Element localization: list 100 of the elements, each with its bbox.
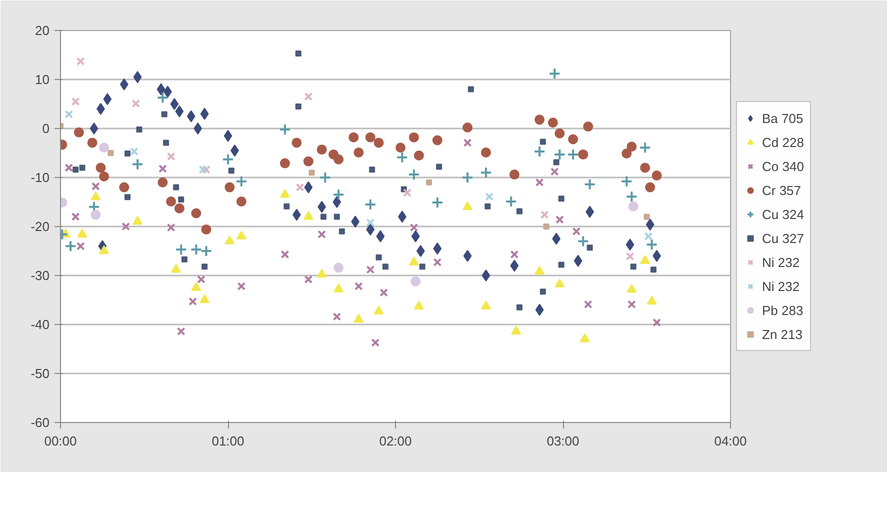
- point: [176, 327, 186, 336]
- point: [197, 275, 206, 284]
- point: [555, 215, 564, 224]
- point: [188, 297, 198, 306]
- point: [410, 276, 421, 286]
- point: [119, 182, 130, 192]
- point: [572, 227, 581, 236]
- point: [510, 250, 519, 259]
- point: [354, 148, 364, 158]
- point: [132, 99, 140, 108]
- point: [198, 165, 208, 174]
- point: [626, 284, 637, 293]
- point: [628, 201, 638, 212]
- point: [284, 203, 290, 210]
- point: [554, 128, 565, 138]
- point: [374, 306, 384, 314]
- point: [580, 334, 590, 342]
- point: [235, 175, 248, 188]
- point: [304, 181, 313, 194]
- point: [280, 250, 290, 259]
- point: [578, 149, 588, 160]
- point: [586, 244, 593, 251]
- x-tick-label: 03:00: [546, 434, 580, 448]
- point: [468, 86, 474, 92]
- legend-label: Cu 324: [762, 206, 804, 222]
- point: [124, 194, 130, 200]
- point: [482, 270, 490, 282]
- point: [64, 240, 77, 252]
- point: [382, 264, 388, 270]
- point: [645, 182, 656, 192]
- point: [463, 250, 472, 262]
- point: [365, 132, 376, 142]
- point: [646, 296, 657, 305]
- point: [316, 144, 327, 155]
- point: [408, 132, 419, 142]
- point: [432, 135, 442, 146]
- legend-label: Cd 228: [762, 134, 804, 150]
- point: [354, 314, 364, 323]
- point: [463, 138, 472, 147]
- point: [166, 223, 176, 232]
- point: [426, 179, 432, 186]
- point: [201, 224, 212, 234]
- point: [200, 108, 209, 120]
- point: [396, 142, 406, 153]
- point: [224, 182, 235, 192]
- point: [380, 288, 388, 297]
- point: [480, 148, 491, 158]
- point: [304, 275, 313, 284]
- point: [79, 164, 86, 171]
- y-tick-label: -10: [30, 170, 50, 185]
- point: [646, 218, 654, 231]
- point: [652, 318, 661, 327]
- point: [308, 170, 315, 176]
- point: [511, 326, 522, 334]
- y-tick-label: -60: [30, 415, 50, 430]
- point: [535, 304, 544, 316]
- point: [316, 268, 327, 278]
- point: [228, 168, 234, 174]
- point: [540, 138, 546, 145]
- point: [96, 162, 106, 173]
- point: [236, 230, 246, 240]
- point: [320, 214, 326, 220]
- point: [644, 214, 650, 220]
- point: [568, 134, 578, 144]
- point: [175, 244, 188, 256]
- point: [71, 97, 80, 106]
- point: [366, 223, 375, 236]
- legend-label: Ba 705: [762, 110, 804, 126]
- point: [639, 142, 652, 154]
- point: [224, 130, 232, 142]
- point: [626, 142, 637, 152]
- point: [411, 230, 420, 242]
- point: [366, 265, 375, 274]
- legend-label: Pb 283: [762, 302, 804, 318]
- point: [99, 245, 110, 254]
- point: [534, 114, 545, 125]
- point: [71, 212, 80, 221]
- point: [90, 210, 101, 220]
- point: [348, 132, 359, 142]
- legend-label: Co 340: [762, 158, 804, 174]
- point: [170, 98, 179, 110]
- legend-label: Cr 357: [762, 182, 802, 198]
- point: [292, 138, 302, 148]
- point: [161, 111, 168, 118]
- point: [202, 165, 210, 174]
- x-tick-label: 02:00: [379, 434, 412, 448]
- point: [366, 218, 375, 227]
- point: [76, 242, 85, 250]
- point: [554, 148, 566, 160]
- point: [369, 166, 376, 173]
- point: [371, 338, 380, 347]
- point: [480, 300, 491, 310]
- point: [103, 93, 112, 106]
- point: [194, 122, 202, 134]
- point: [64, 164, 74, 172]
- point: [646, 238, 658, 251]
- point: [77, 228, 88, 238]
- point: [540, 288, 546, 295]
- point: [133, 71, 142, 84]
- point: [334, 284, 344, 292]
